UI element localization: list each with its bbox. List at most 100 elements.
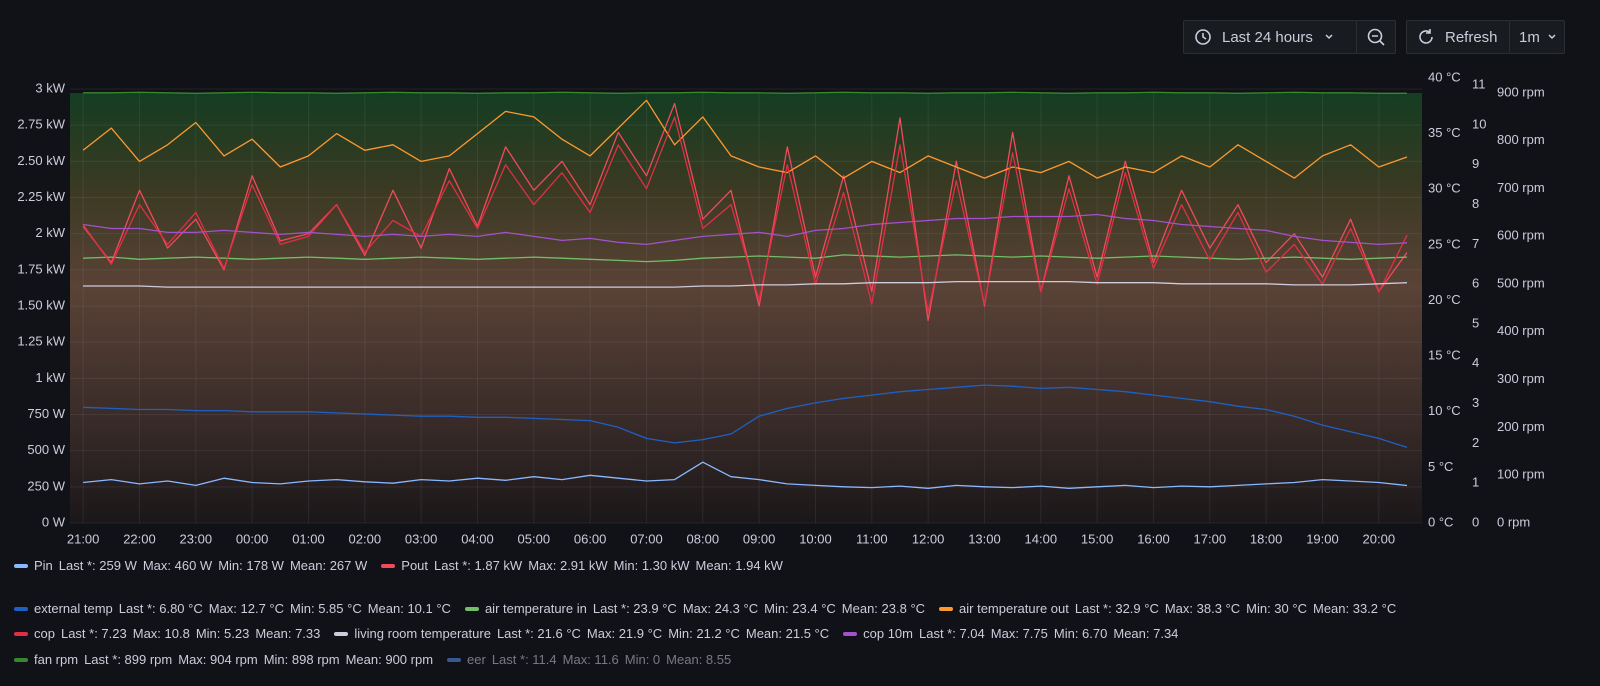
legend-item[interactable]: air temperature in Last *: 23.9 °C Max: 24…: [464, 601, 926, 616]
legend-stat: Mean: 900 rpm: [345, 652, 434, 667]
series-line: [82, 116, 1408, 313]
legend-stat: Min: 898 rpm: [263, 652, 340, 667]
time-picker[interactable]: Last 24 hours: [1183, 20, 1357, 54]
legend-swatch: [334, 631, 349, 636]
series-line: [83, 280, 1408, 288]
y-tick-label: 1.75 kW: [17, 261, 65, 276]
y3-tick-label: 5: [1472, 315, 1479, 330]
legend-stat: Min: 0: [624, 652, 661, 667]
refresh-button[interactable]: Refresh: [1406, 20, 1510, 54]
x-tick-label: 17:00: [1194, 531, 1227, 546]
legend-stat: Last *: 7.23: [60, 626, 127, 641]
y3-tick-label: 3: [1472, 395, 1479, 410]
legend-item[interactable]: cop 10m Last *: 7.04 Max: 7.75 Min: 6.70 Mea…: [843, 626, 1178, 641]
y-tick-label: 0 W: [42, 514, 66, 529]
legend-row: fan rpm Last *: 899 rpm Max: 904 rpm Min: 8…: [14, 652, 731, 667]
x-tick-label: 03:00: [405, 531, 438, 546]
y2-tick-label: 5 °C: [1428, 459, 1453, 474]
plot-fill: [70, 93, 1422, 523]
legend-item[interactable]: Pout Last *: 1.87 kW Max: 2.91 kW Min: 1.30…: [381, 558, 783, 573]
legend-stat: Mean: 267 W: [289, 558, 368, 573]
series-line: [82, 99, 1408, 179]
y2-tick-label: 40 °C: [1428, 69, 1461, 84]
y4-tick-label: 400 rpm: [1497, 323, 1545, 338]
y-tick-label: 250 W: [27, 478, 65, 493]
refresh-interval[interactable]: 1m: [1509, 20, 1565, 54]
zoom-out[interactable]: [1356, 20, 1396, 54]
x-tick-label: 01:00: [292, 531, 325, 546]
legend-swatch: [381, 563, 396, 568]
y4-tick-label: 500 rpm: [1497, 275, 1545, 290]
legend-stat: Mean: 7.33: [255, 626, 321, 641]
clock-icon: [1195, 29, 1211, 45]
legend-stat: Last *: 11.4: [491, 652, 557, 667]
legend-item[interactable]: eer Last *: 11.4 Max: 11.6 Min: 0 Mean: 8.55: [447, 652, 731, 667]
y-tick-label: 2.50 kW: [17, 153, 65, 168]
legend-name: living room temperature: [354, 626, 491, 641]
y2-tick-label: 10 °C: [1428, 403, 1461, 418]
y2-tick-label: 0 °C: [1428, 514, 1453, 529]
x-tick-label: 00:00: [236, 531, 269, 546]
legend-stat: Max: 24.3 °C: [682, 601, 759, 616]
legend-stat: Max: 21.9 °C: [586, 626, 663, 641]
legend-stat: Last *: 6.80 °C: [118, 601, 203, 616]
legend-row: external temp Last *: 6.80 °C Max: 12.7 °C…: [14, 601, 1396, 616]
legend-item[interactable]: living room temperature Last *: 21.6 °C Ma…: [334, 626, 829, 641]
legend-stat: Min: 5.85 °C: [290, 601, 362, 616]
legend-name: air temperature out: [959, 601, 1069, 616]
x-tick-label: 14:00: [1025, 531, 1058, 546]
legend-row: Pin Last *: 259 W Max: 460 W Min: 178 W Mean…: [14, 558, 783, 573]
legend-item[interactable]: air temperature out Last *: 32.9 °C Max: 3…: [939, 601, 1396, 616]
legend-swatch: [939, 606, 954, 611]
x-tick-label: 15:00: [1081, 531, 1114, 546]
legend-stat: Last *: 21.6 °C: [496, 626, 581, 641]
x-tick-label: 13:00: [968, 531, 1001, 546]
x-tick-label: 20:00: [1363, 531, 1396, 546]
legend-item[interactable]: fan rpm Last *: 899 rpm Max: 904 rpm Min: 8…: [14, 652, 433, 667]
x-tick-label: 02:00: [349, 531, 382, 546]
series-line: [83, 461, 1408, 489]
legend-stat: Mean: 10.1 °C: [367, 601, 451, 616]
y3-tick-label: 1: [1472, 475, 1479, 490]
y-tick-label: 2 kW: [35, 225, 65, 240]
lines: [82, 91, 1408, 489]
legend-item[interactable]: cop Last *: 7.23 Max: 10.8 Min: 5.23 Mean: 7…: [14, 626, 320, 641]
y3-tick-label: 2: [1472, 435, 1479, 450]
legend-stat: Min: 23.4 °C: [764, 601, 836, 616]
legend-stat: Mean: 1.94 kW: [695, 558, 783, 573]
y3-tick-label: 7: [1472, 236, 1479, 251]
legend-swatch: [14, 631, 28, 636]
y4-tick-label: 0 rpm: [1497, 514, 1530, 529]
y3-tick-label: 6: [1472, 276, 1479, 291]
y4-tick-label: 200 rpm: [1497, 419, 1545, 434]
legend-swatch: [843, 631, 858, 636]
legend-swatch: [14, 606, 28, 611]
legend-stat: Min: 6.70: [1053, 626, 1108, 641]
series-line: [83, 91, 1407, 94]
legend-item[interactable]: Pin Last *: 259 W Max: 460 W Min: 178 W Mean…: [14, 558, 367, 573]
legend-stat: Min: 30 °C: [1246, 601, 1307, 616]
x-tick-label: 12:00: [912, 531, 945, 546]
y-tick-label: 2.75 kW: [17, 117, 65, 132]
x-tick-label: 18:00: [1250, 531, 1283, 546]
series-line: [83, 213, 1408, 246]
legend-swatch: [14, 563, 28, 568]
y-tick-label: 1.25 kW: [17, 334, 65, 349]
legend-item[interactable]: external temp Last *: 6.80 °C Max: 12.7 °C…: [14, 601, 451, 616]
legend-stat: Max: 2.91 kW: [528, 558, 608, 573]
legend-stat: Last *: 1.87 kW: [434, 558, 523, 573]
legend-stat: Min: 5.23: [195, 626, 250, 641]
legend-stat: Last *: 32.9 °C: [1074, 601, 1159, 616]
x-tick-label: 04:00: [461, 531, 494, 546]
legend-stat: Last *: 259 W: [58, 558, 137, 573]
legend-stat: Mean: 23.8 °C: [841, 601, 926, 616]
x-tick-label: 23:00: [180, 531, 213, 546]
legend-stat: Mean: 7.34: [1113, 626, 1179, 641]
legend-stat: Max: 7.75: [990, 626, 1048, 641]
legend-name: eer: [467, 652, 486, 667]
y2-tick-label: 35 °C: [1428, 125, 1461, 140]
y3-tick-label: 10: [1472, 116, 1486, 131]
legend-swatch: [464, 606, 479, 611]
zoom-icon: [1367, 28, 1385, 46]
